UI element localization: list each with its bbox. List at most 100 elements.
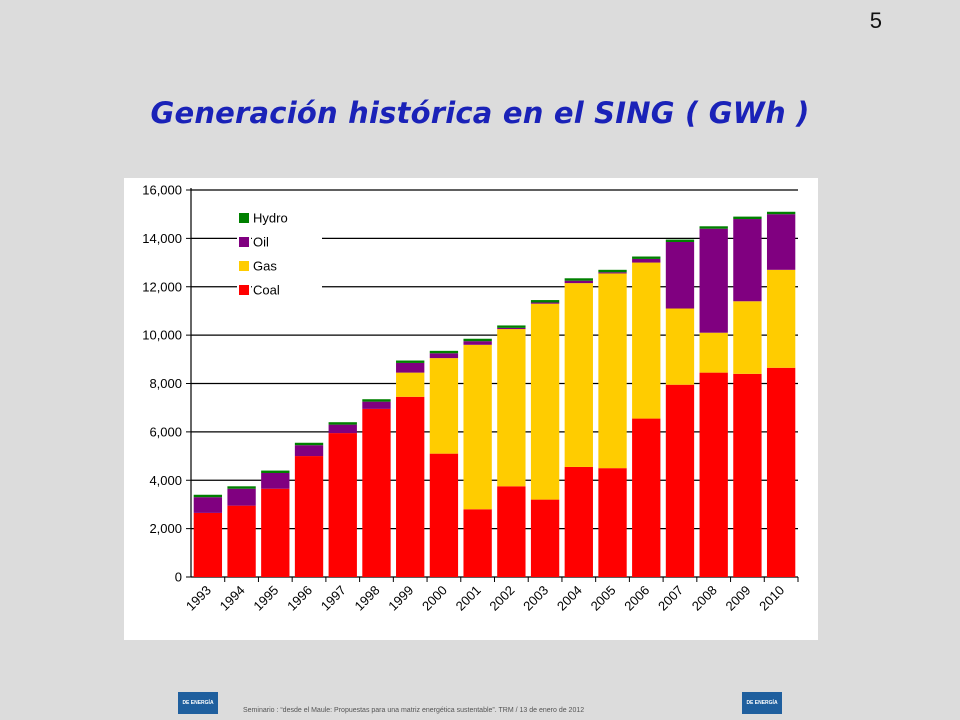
x-tick-label: 2007 [655,583,686,614]
bar-segment-coal [530,499,560,577]
x-tick-label: 1994 [217,583,248,614]
chart-panel: 0 2,000 4,000 6,000 8,000 10,000 12,000 14,000 1… [124,178,818,640]
bar-segment-hydro [261,470,290,473]
bar-segment-gas [733,301,762,374]
legend-swatch-oil [239,237,249,247]
bar-segment-hydro [463,338,492,342]
x-tick-label: 1993 [183,583,214,614]
x-tick-label: 2008 [689,583,720,614]
legend-swatch-gas [239,261,249,271]
bar-segment-hydro [665,239,695,243]
bar-segment-hydro [564,278,593,281]
bar-segment-gas [766,269,796,368]
bar-segment-oil [497,327,526,330]
x-tick-label: 1996 [284,583,315,614]
bar-segment-coal [632,418,661,577]
bar-segment-oil [699,228,728,333]
bar-segment-coal [699,372,728,577]
bar-segment-coal [733,373,762,577]
x-tick-label: 1998 [352,583,383,614]
bar-segment-oil [396,362,425,373]
bar-segment-oil [193,497,223,513]
footer-text: Seminario : “desde el Maule: Propuestas … [243,707,585,714]
bar-segment-gas [530,303,560,500]
bar-segment-gas [632,262,661,419]
slide-title: Generación histórica en el SING ( GWh ) [150,96,810,130]
x-tick-label: 2003 [520,583,551,614]
bar-segment-coal [665,384,695,577]
x-tick-label: 2009 [722,583,753,614]
ministry-logo-right: DE ENERGÍA [742,692,782,714]
bar-segment-gas [463,344,492,510]
bar-segment-gas [564,283,593,467]
bar-segment-hydro [530,300,560,303]
x-tick-label: 2010 [756,583,787,614]
bar-segment-coal [497,486,526,577]
x-tick-label: 1999 [385,583,416,614]
bar-segment-oil [733,219,762,302]
legend-label-hydro: Hydro [253,211,288,226]
bar-segment-oil [766,214,796,270]
bar-segment-coal [766,367,796,577]
legend-label-bg [252,210,322,226]
bar-segment-gas [497,329,526,487]
ministry-logo-left: DE ENERGÍA [178,692,218,714]
x-tick-label: 1995 [250,583,281,614]
bar-segment-coal [429,453,459,577]
bar-segment-oil [665,242,695,309]
bar-segment-coal [564,466,593,577]
y-tick-label: 14,000 [142,231,182,246]
legend-label-bg [252,234,322,250]
legend-label-coal: Coal [253,283,280,298]
bar-segment-oil [227,488,256,506]
bar-segment-hydro [733,216,762,220]
x-tick-label: 2002 [486,583,517,614]
legend-label-bg [252,282,322,298]
y-tick-label: 12,000 [142,279,182,294]
x-tick-label: 2000 [419,583,450,614]
bar-segment-coal [598,468,627,577]
x-tick-label: 1997 [318,583,349,614]
bar-segment-hydro [362,399,391,402]
bar-segment-oil [362,401,391,409]
bar-segment-hydro [294,442,324,446]
bar-segment-hydro [598,269,627,273]
y-tick-label: 16,000 [142,183,182,198]
legend-label-oil: Oil [253,235,269,250]
y-tick-label: 0 [175,570,182,585]
bar-segment-hydro [396,360,425,363]
bar-segment-oil [632,258,661,263]
bar-segment-oil [564,280,593,284]
bar-segment-gas [429,358,459,454]
logo-text: DE ENERGÍA [182,700,214,706]
x-tick-label: 2004 [554,583,585,614]
y-tick-label: 6,000 [149,424,182,439]
x-tick-label: 2006 [621,583,652,614]
bar-segment-coal [294,456,324,577]
bar-segment-coal [227,505,256,577]
legend-swatch-hydro [239,213,249,223]
bar-segment-oil [261,472,290,489]
bar-segment-coal [261,488,290,577]
x-tick-label: 2001 [453,583,484,614]
y-tick-label: 8,000 [149,376,182,391]
legend-swatch-coal [239,285,249,295]
x-tick-label: 2005 [588,583,619,614]
bar-segment-gas [665,308,695,385]
page-number: 5 [869,8,882,33]
legend-label-gas: Gas [253,259,277,274]
bar-segment-oil [328,424,357,434]
bar-segment-coal [193,512,223,577]
bar-segment-oil [530,302,560,304]
bar-segment-gas [396,372,425,397]
y-tick-label: 4,000 [149,473,182,488]
bar-segment-hydro [328,422,357,425]
stacked-bar-chart: 0 2,000 4,000 6,000 8,000 10,000 12,000 14,000 1… [142,183,799,614]
bar-segment-hydro [227,486,256,489]
bar-segment-coal [463,509,492,577]
bar-segment-hydro [766,211,796,215]
bar-segment-hydro [497,325,526,328]
bar-segment-oil [463,341,492,345]
y-tick-label: 2,000 [149,521,182,536]
bar-segment-hydro [429,350,459,354]
